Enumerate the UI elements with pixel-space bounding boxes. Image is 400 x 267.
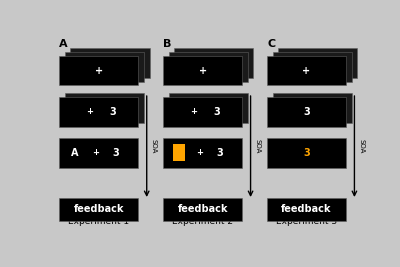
- Text: SOA: SOA: [254, 139, 260, 154]
- Text: 3: 3: [303, 107, 310, 117]
- Text: +: +: [196, 148, 203, 157]
- Text: +: +: [95, 66, 103, 76]
- Text: feedback: feedback: [281, 204, 332, 214]
- Bar: [65, 52, 144, 82]
- Text: +: +: [86, 107, 93, 116]
- Text: 3: 3: [217, 148, 224, 158]
- Text: Experiment 1: Experiment 1: [68, 217, 129, 226]
- Bar: [272, 52, 352, 82]
- Bar: [59, 97, 138, 127]
- Text: Experiment 2: Experiment 2: [172, 217, 233, 226]
- Bar: [59, 56, 138, 85]
- Bar: [70, 48, 150, 78]
- Text: SOA: SOA: [150, 139, 156, 154]
- Bar: [267, 138, 346, 168]
- Text: C: C: [267, 39, 275, 49]
- Text: +: +: [199, 66, 207, 76]
- Bar: [267, 97, 346, 127]
- Bar: [173, 144, 185, 161]
- Bar: [163, 198, 242, 221]
- Text: feedback: feedback: [74, 204, 124, 214]
- Text: 3: 3: [110, 107, 116, 117]
- Bar: [163, 97, 242, 127]
- Bar: [59, 198, 138, 221]
- Bar: [174, 48, 253, 78]
- Bar: [267, 198, 346, 221]
- Text: 3: 3: [214, 107, 220, 117]
- Bar: [59, 138, 138, 168]
- Text: feedback: feedback: [178, 204, 228, 214]
- Bar: [163, 138, 242, 168]
- Bar: [272, 93, 352, 123]
- Bar: [169, 52, 248, 82]
- Text: +: +: [190, 107, 197, 116]
- Text: Experiment 3: Experiment 3: [276, 217, 337, 226]
- Text: B: B: [163, 39, 172, 49]
- Text: A: A: [59, 39, 68, 49]
- Bar: [163, 56, 242, 85]
- Text: A: A: [71, 148, 79, 158]
- Text: SOA: SOA: [358, 139, 364, 154]
- Text: +: +: [302, 66, 310, 76]
- Bar: [65, 93, 144, 123]
- Bar: [169, 93, 248, 123]
- Text: 3: 3: [113, 148, 120, 158]
- Text: +: +: [92, 148, 99, 157]
- Text: 3: 3: [303, 148, 310, 158]
- Bar: [267, 56, 346, 85]
- Bar: [278, 48, 357, 78]
